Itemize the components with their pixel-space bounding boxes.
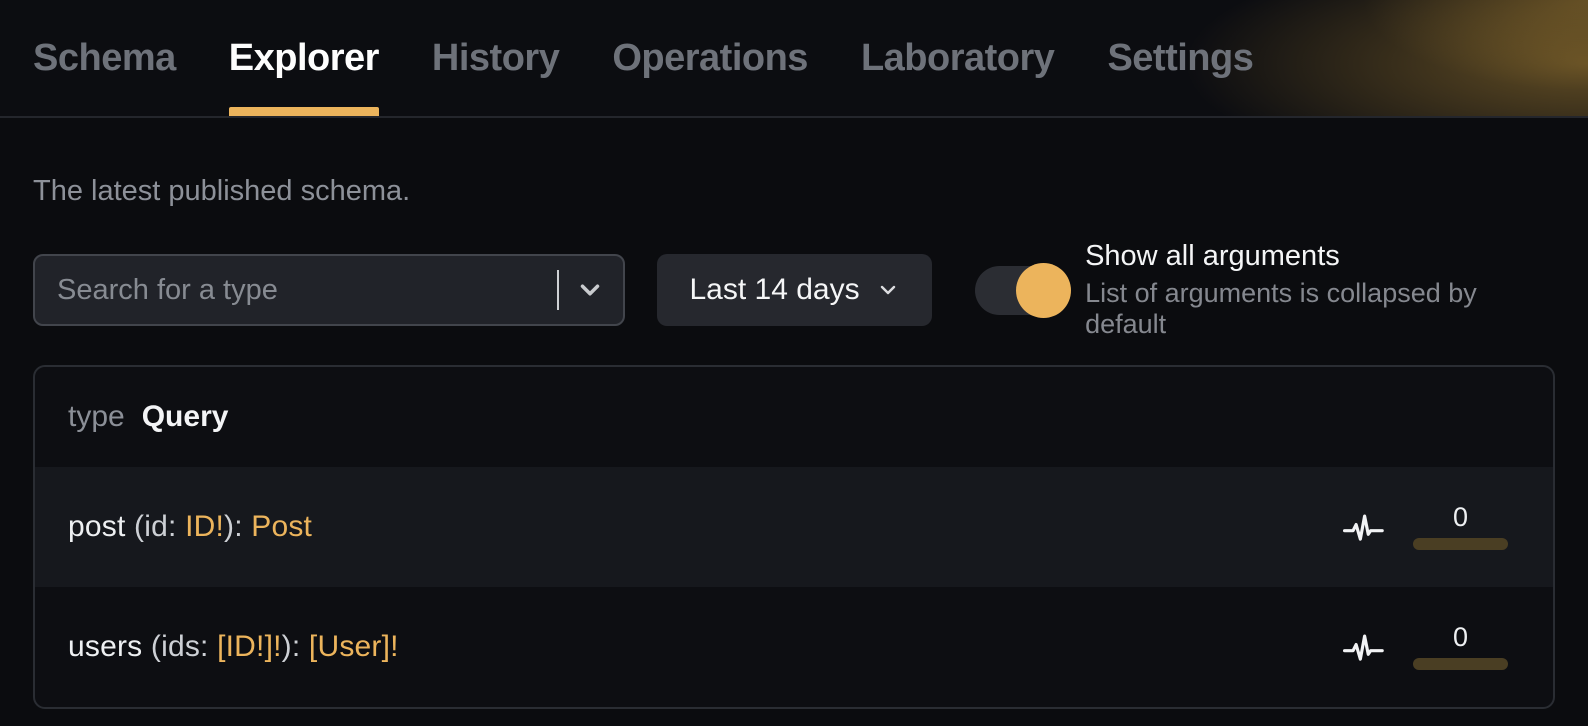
tab-operations[interactable]: Operations (612, 0, 808, 116)
tab-label: Schema (33, 36, 176, 79)
usage-stat: 0 (1413, 504, 1508, 550)
tab-label: Explorer (228, 36, 380, 79)
field-row-users[interactable]: users (ids: [ID!]!): [User]! 0 (35, 587, 1553, 707)
activity-pulse-icon[interactable] (1343, 630, 1385, 664)
chevron-down-icon[interactable] (573, 273, 607, 307)
tab-label: Laboratory (860, 36, 1055, 79)
combobox-divider (557, 270, 560, 310)
field-args-close: ): (281, 630, 309, 663)
field-return-type: Post (251, 510, 313, 543)
field-arg-type: ID! (185, 510, 224, 543)
period-dropdown-button[interactable]: Last 14 days (657, 254, 933, 326)
tab-history[interactable]: History (431, 0, 560, 116)
tab-explorer[interactable]: Explorer (228, 0, 380, 116)
field-name: users (68, 630, 143, 663)
nav-tabs: Schema Explorer History Operations Labor… (33, 0, 1254, 116)
field-arg-type: [ID!]! (217, 630, 282, 663)
field-return-type: [User]! (308, 630, 399, 663)
main-content: The latest published schema. Last 14 day… (0, 174, 1588, 709)
type-kind-label: type (68, 400, 125, 433)
field-metrics: 0 (1343, 624, 1508, 670)
show-arguments-toggle[interactable] (975, 262, 1072, 318)
tab-label: Operations (612, 36, 808, 79)
field-metrics: 0 (1343, 504, 1508, 550)
activity-pulse-icon[interactable] (1343, 510, 1385, 544)
toggle-thumb (1016, 262, 1072, 318)
field-name: post (68, 510, 126, 543)
toggle-subtitle: List of arguments is collapsed by defaul… (1085, 278, 1477, 339)
top-nav: Schema Explorer History Operations Labor… (0, 0, 1588, 118)
usage-count: 0 (1452, 622, 1469, 652)
field-args-close: ): (224, 510, 252, 543)
field-args-open: (id: (125, 510, 186, 543)
field-signature: post (id: ID!): Post (68, 510, 312, 544)
field-signature: users (ids: [ID!]!): [User]! (68, 630, 399, 664)
chevron-down-icon (880, 285, 895, 295)
search-input[interactable] (35, 256, 624, 324)
usage-bar (1413, 538, 1508, 550)
toggle-labels: Show all arguments List of arguments is … (1085, 240, 1555, 340)
type-name: Query (141, 400, 229, 433)
field-args-open: (ids: (142, 630, 218, 663)
field-row-post[interactable]: post (id: ID!): Post 0 (35, 467, 1553, 587)
tab-label: Settings (1107, 36, 1254, 79)
type-query-panel: type Query post (id: ID!): Post 0 users … (33, 365, 1555, 709)
usage-stat: 0 (1413, 624, 1508, 670)
controls-row: Last 14 days Show all arguments List of … (33, 240, 1555, 339)
tab-label: History (431, 36, 560, 79)
usage-count: 0 (1452, 502, 1469, 532)
panel-header: type Query (35, 367, 1553, 467)
toggle-title: Show all arguments (1085, 240, 1340, 272)
tab-schema[interactable]: Schema (33, 0, 176, 116)
period-label: Last 14 days (689, 273, 860, 306)
usage-bar (1413, 658, 1508, 670)
schema-subtitle: The latest published schema. (33, 175, 411, 207)
type-search-combobox (33, 254, 626, 326)
tab-settings[interactable]: Settings (1107, 0, 1253, 116)
tab-laboratory[interactable]: Laboratory (860, 0, 1055, 116)
